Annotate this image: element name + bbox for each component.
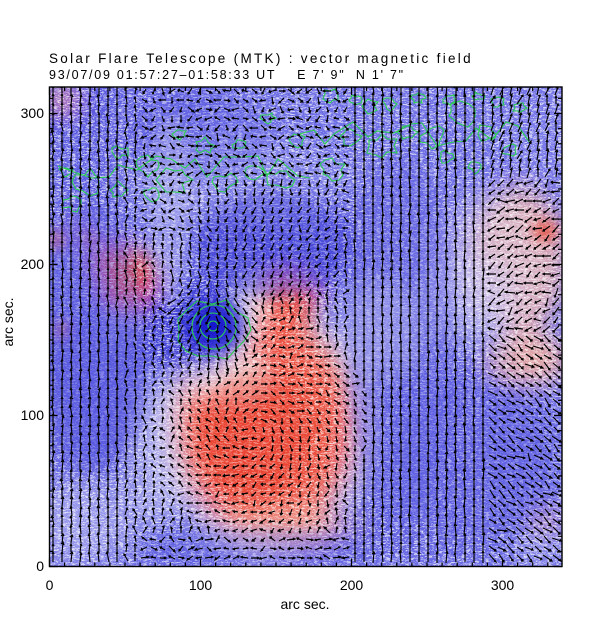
svg-text:200: 200 <box>21 256 45 272</box>
svg-text:100: 100 <box>21 407 45 423</box>
svg-text:0: 0 <box>36 558 44 574</box>
svg-text:Solar Flare Telescope (MTK) :: Solar Flare Telescope (MTK) : vector mag… <box>49 51 473 66</box>
svg-text:arc sec.: arc sec. <box>0 297 16 346</box>
svg-text:0: 0 <box>46 577 54 593</box>
svg-text:300: 300 <box>491 577 515 593</box>
svg-text:300: 300 <box>21 105 45 121</box>
svg-text:arc sec.: arc sec. <box>280 596 329 612</box>
svg-text:200: 200 <box>340 577 364 593</box>
svg-text:93/07/09 01:57:27–01:58:33 UT: 93/07/09 01:57:27–01:58:33 UT E 7' 9" N … <box>49 68 405 82</box>
svg-text:100: 100 <box>189 577 213 593</box>
